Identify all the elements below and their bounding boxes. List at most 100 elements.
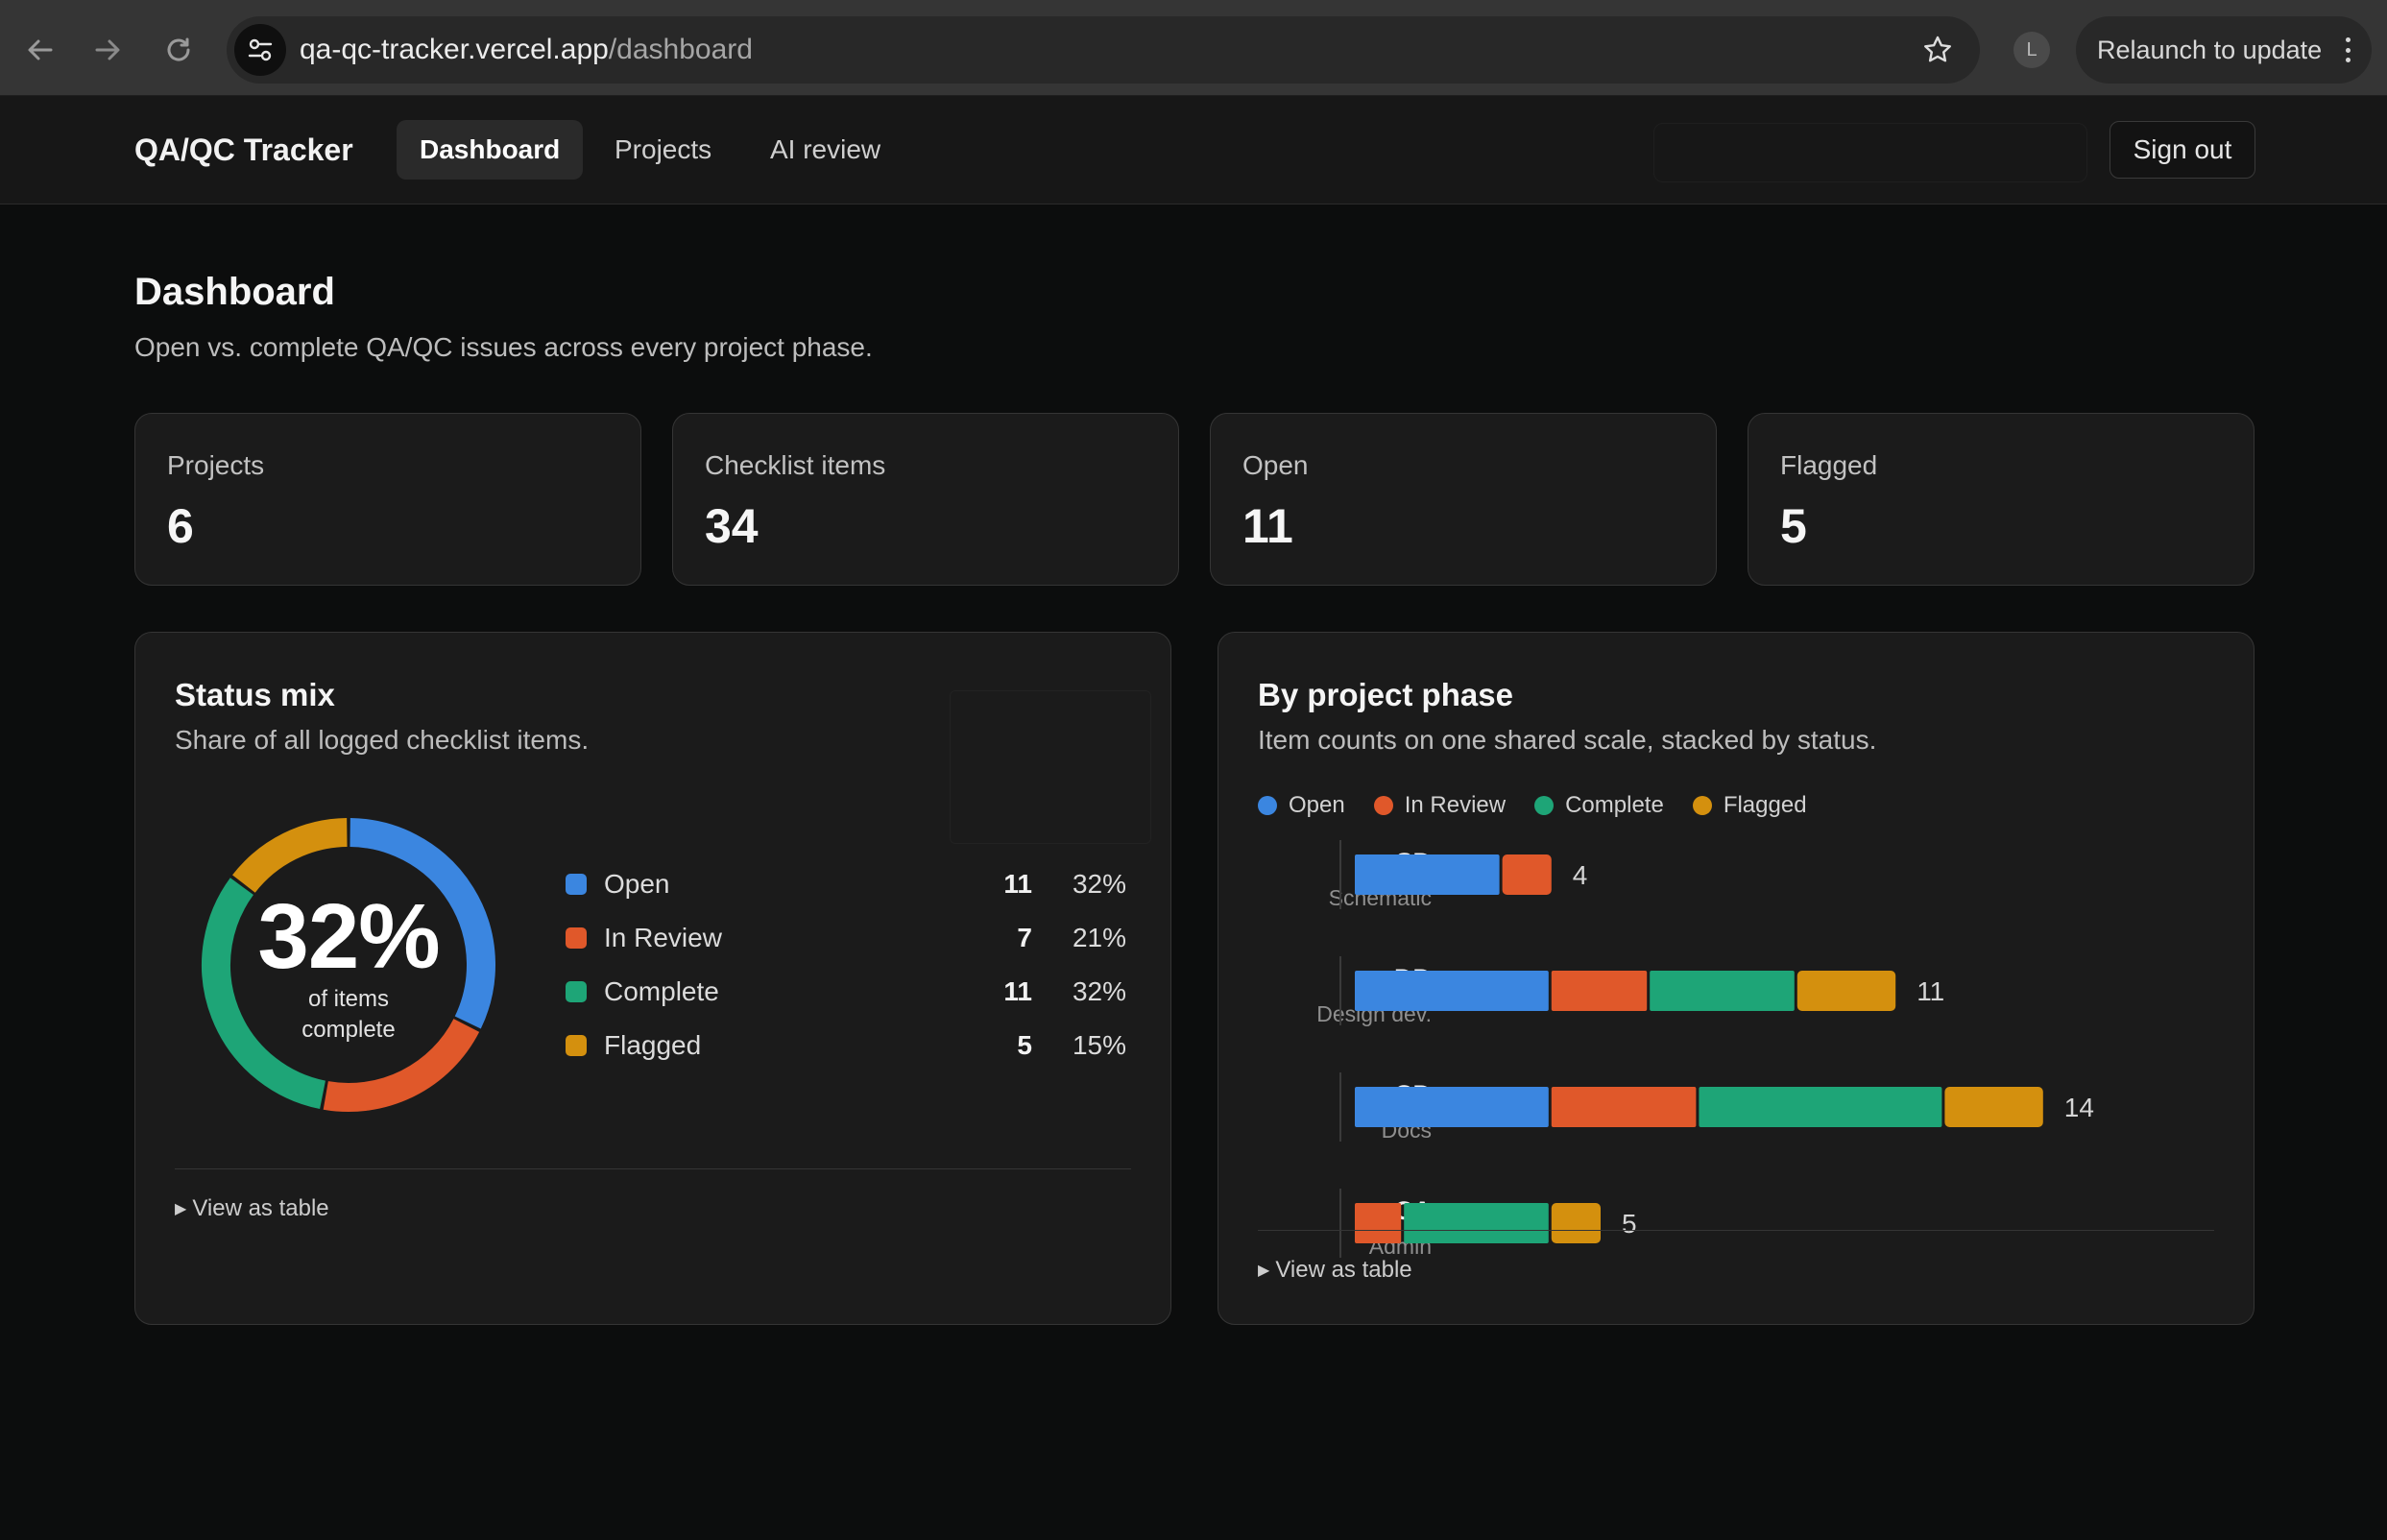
in-review-dot (1373, 796, 1393, 815)
browser-toolbar: qa-qc-tracker.vercel.app/dashboard L Rel… (0, 0, 2387, 96)
page-subtitle: Open vs. complete QA/QC issues across ev… (134, 332, 873, 362)
legend-item-open: Open (1258, 792, 1345, 819)
legend-label: Complete (1565, 792, 1664, 818)
view-as-table-label: View as table (192, 1195, 329, 1221)
legend-label: In Review (604, 923, 722, 952)
legend-count: 11 (1003, 976, 1032, 1006)
stat-value: 34 (705, 499, 759, 553)
flagged-dot (1692, 796, 1712, 815)
donut-center-value: 32% (257, 885, 440, 988)
donut-caption-line-2: complete (301, 1017, 396, 1043)
flagged-swatch (566, 1035, 587, 1056)
donut-slice-flagged (232, 818, 348, 894)
stat-label: Open (1242, 450, 1309, 480)
sign-out-button[interactable]: Sign out (2110, 121, 2255, 179)
stat-value: 6 (167, 499, 194, 553)
panel-placeholder (950, 690, 1151, 844)
reload-icon[interactable] (152, 23, 205, 77)
panel-subtitle: Item counts on one shared scale, stacked… (1258, 725, 1877, 755)
legend-count: 5 (1017, 1030, 1032, 1060)
legend-row-complete: Complete 11 32% (566, 973, 1126, 1011)
panel-title: Status mix (175, 677, 335, 712)
bar-segment-sd-in-review (1502, 854, 1552, 895)
url-text[interactable]: qa-qc-tracker.vercel.app/dashboard (300, 16, 753, 84)
donut-slice-in-review (323, 1018, 480, 1112)
legend-label: Open (1289, 792, 1345, 818)
legend-row-in-review: In Review 7 21% (566, 919, 1126, 957)
panel-divider (175, 1168, 1131, 1169)
stat-value: 11 (1242, 499, 1293, 553)
more-menu-icon[interactable] (2345, 37, 2351, 62)
address-bar[interactable]: qa-qc-tracker.vercel.app/dashboard (227, 16, 1980, 84)
donut-slice-complete (202, 878, 326, 1110)
view-as-table-label: View as table (1275, 1257, 1412, 1283)
relaunch-button[interactable]: Relaunch to update (2076, 16, 2372, 84)
legend-label: Open (604, 869, 670, 899)
panel-divider (1258, 1230, 2214, 1231)
stat-label: Projects (167, 450, 265, 480)
page-title: Dashboard (134, 271, 335, 313)
status-donut-chart (202, 818, 495, 1112)
relaunch-label: Relaunch to update (2097, 35, 2323, 64)
brand-logo[interactable]: QA/QC Tracker (134, 132, 353, 167)
bar-total-label-cd: 14 (2064, 1093, 2094, 1122)
donut-caption-line-1: of items (307, 986, 390, 1012)
legend-row-flagged: Flagged 5 15% (566, 1026, 1126, 1065)
tab-ai-review[interactable]: AI review (770, 134, 881, 164)
status-mix-panel: Status mix Share of all logged checklist… (134, 632, 1171, 1325)
view-as-table-toggle[interactable]: ▶ View as table (1258, 1257, 1412, 1284)
complete-dot (1534, 796, 1555, 815)
forward-icon[interactable] (81, 23, 134, 77)
view-as-table-toggle[interactable]: ▶ View as table (175, 1195, 329, 1222)
url-host: qa-qc-tracker.vercel.app (300, 34, 609, 65)
phase-chart-legend: Open In Review Complete Flagged (1258, 792, 1807, 819)
stat-card-open: Open 11 (1210, 413, 1717, 586)
disclosure-triangle-icon: ▶ (1258, 1263, 1270, 1279)
project-phase-bar-chart: SDSchematic4DDDesign dev.11CDDocs14CAAdm… (1316, 840, 2094, 1259)
legend-label: Flagged (604, 1030, 702, 1060)
stat-card-checklist-items: Checklist items 34 (672, 413, 1179, 586)
panel-subtitle: Share of all logged checklist items. (175, 725, 590, 755)
panel-title: By project phase (1258, 677, 1513, 712)
url-path: /dashboard (608, 34, 753, 65)
bar-segment-ca-in-review (1355, 1203, 1402, 1243)
bar-segment-cd-open (1355, 1087, 1549, 1127)
legend-label: Flagged (1723, 792, 1807, 818)
stat-label: Flagged (1780, 450, 1878, 480)
complete-swatch (566, 981, 587, 1002)
donut-slice-open (350, 818, 495, 1029)
bar-total-label-sd: 4 (1573, 860, 1588, 890)
bookmark-star-icon[interactable] (1915, 27, 1961, 73)
stat-label: Checklist items (705, 450, 886, 480)
bar-total-label-ca: 5 (1622, 1209, 1637, 1239)
legend-row-open: Open 11 32% (566, 865, 1126, 903)
bar-segment-dd-flagged (1796, 971, 1896, 1011)
bar-segment-dd-in-review (1551, 971, 1648, 1011)
bar-segment-cd-flagged (1944, 1087, 2043, 1127)
legend-count: 7 (1017, 923, 1032, 952)
bar-segment-sd-open (1355, 854, 1500, 895)
stat-value: 5 (1780, 499, 1807, 553)
legend-percent: 32% (1072, 976, 1126, 1006)
disclosure-triangle-icon: ▶ (175, 1201, 187, 1217)
legend-label: In Review (1404, 792, 1507, 818)
bar-segment-dd-complete (1650, 971, 1795, 1011)
open-swatch (566, 874, 587, 895)
back-icon[interactable] (13, 23, 67, 77)
tab-projects[interactable]: Projects (615, 134, 712, 164)
legend-percent: 21% (1072, 923, 1126, 952)
legend-label: Complete (604, 976, 719, 1006)
tab-dashboard[interactable]: Dashboard (397, 120, 584, 180)
open-dot (1258, 796, 1277, 815)
bar-segment-ca-complete (1404, 1203, 1549, 1243)
bar-segment-ca-flagged (1551, 1203, 1601, 1243)
donut-caption: of items complete (199, 984, 498, 1046)
profile-avatar[interactable]: L (2013, 32, 2050, 68)
bar-segment-cd-in-review (1551, 1087, 1697, 1127)
stat-card-projects: Projects 6 (134, 413, 641, 586)
bar-segment-cd-complete (1699, 1087, 1942, 1127)
stat-card-flagged: Flagged 5 (1748, 413, 2254, 586)
app-header: QA/QC Tracker Dashboard Projects AI revi… (0, 96, 2387, 205)
site-settings-icon[interactable] (234, 24, 286, 76)
bar-segment-dd-open (1355, 971, 1549, 1011)
